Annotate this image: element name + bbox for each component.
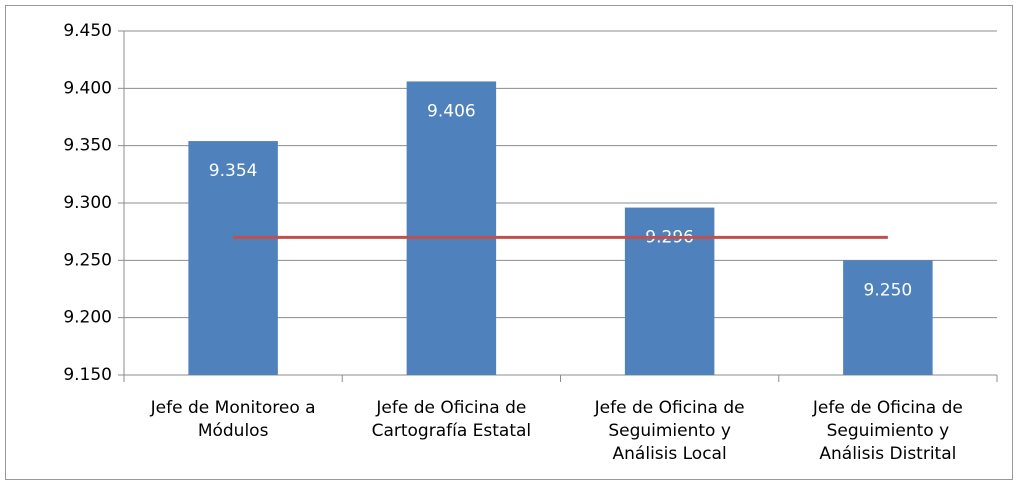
y-tick-label: 9.450 — [63, 21, 112, 41]
value-label: 9.250 — [864, 280, 913, 300]
bar — [406, 81, 497, 375]
x-tick-label: Jefe de Oficina de Seguimiento y Análisi… — [812, 398, 963, 464]
y-tick-label: 9.400 — [63, 78, 112, 98]
bar — [624, 207, 715, 375]
y-tick-label: 9.150 — [63, 365, 112, 385]
chart-border — [5, 5, 1013, 480]
bar — [188, 141, 278, 375]
y-tick-label: 9.350 — [63, 136, 112, 156]
y-tick-label: 9.300 — [63, 193, 112, 213]
y-tick-label: 9.250 — [63, 250, 112, 270]
value-label: 9.406 — [427, 101, 476, 121]
x-tick-label: Jefe de Oficina de Cartografía Estatal — [371, 398, 532, 441]
y-tick-label: 9.200 — [63, 308, 112, 328]
x-tick-label: Jefe de Monitoreo a Módulos — [150, 398, 316, 441]
bar — [843, 260, 933, 375]
x-tick-label: Jefe de Oficina de Seguimiento y Análisi… — [594, 398, 745, 464]
value-label: 9.354 — [209, 161, 258, 181]
